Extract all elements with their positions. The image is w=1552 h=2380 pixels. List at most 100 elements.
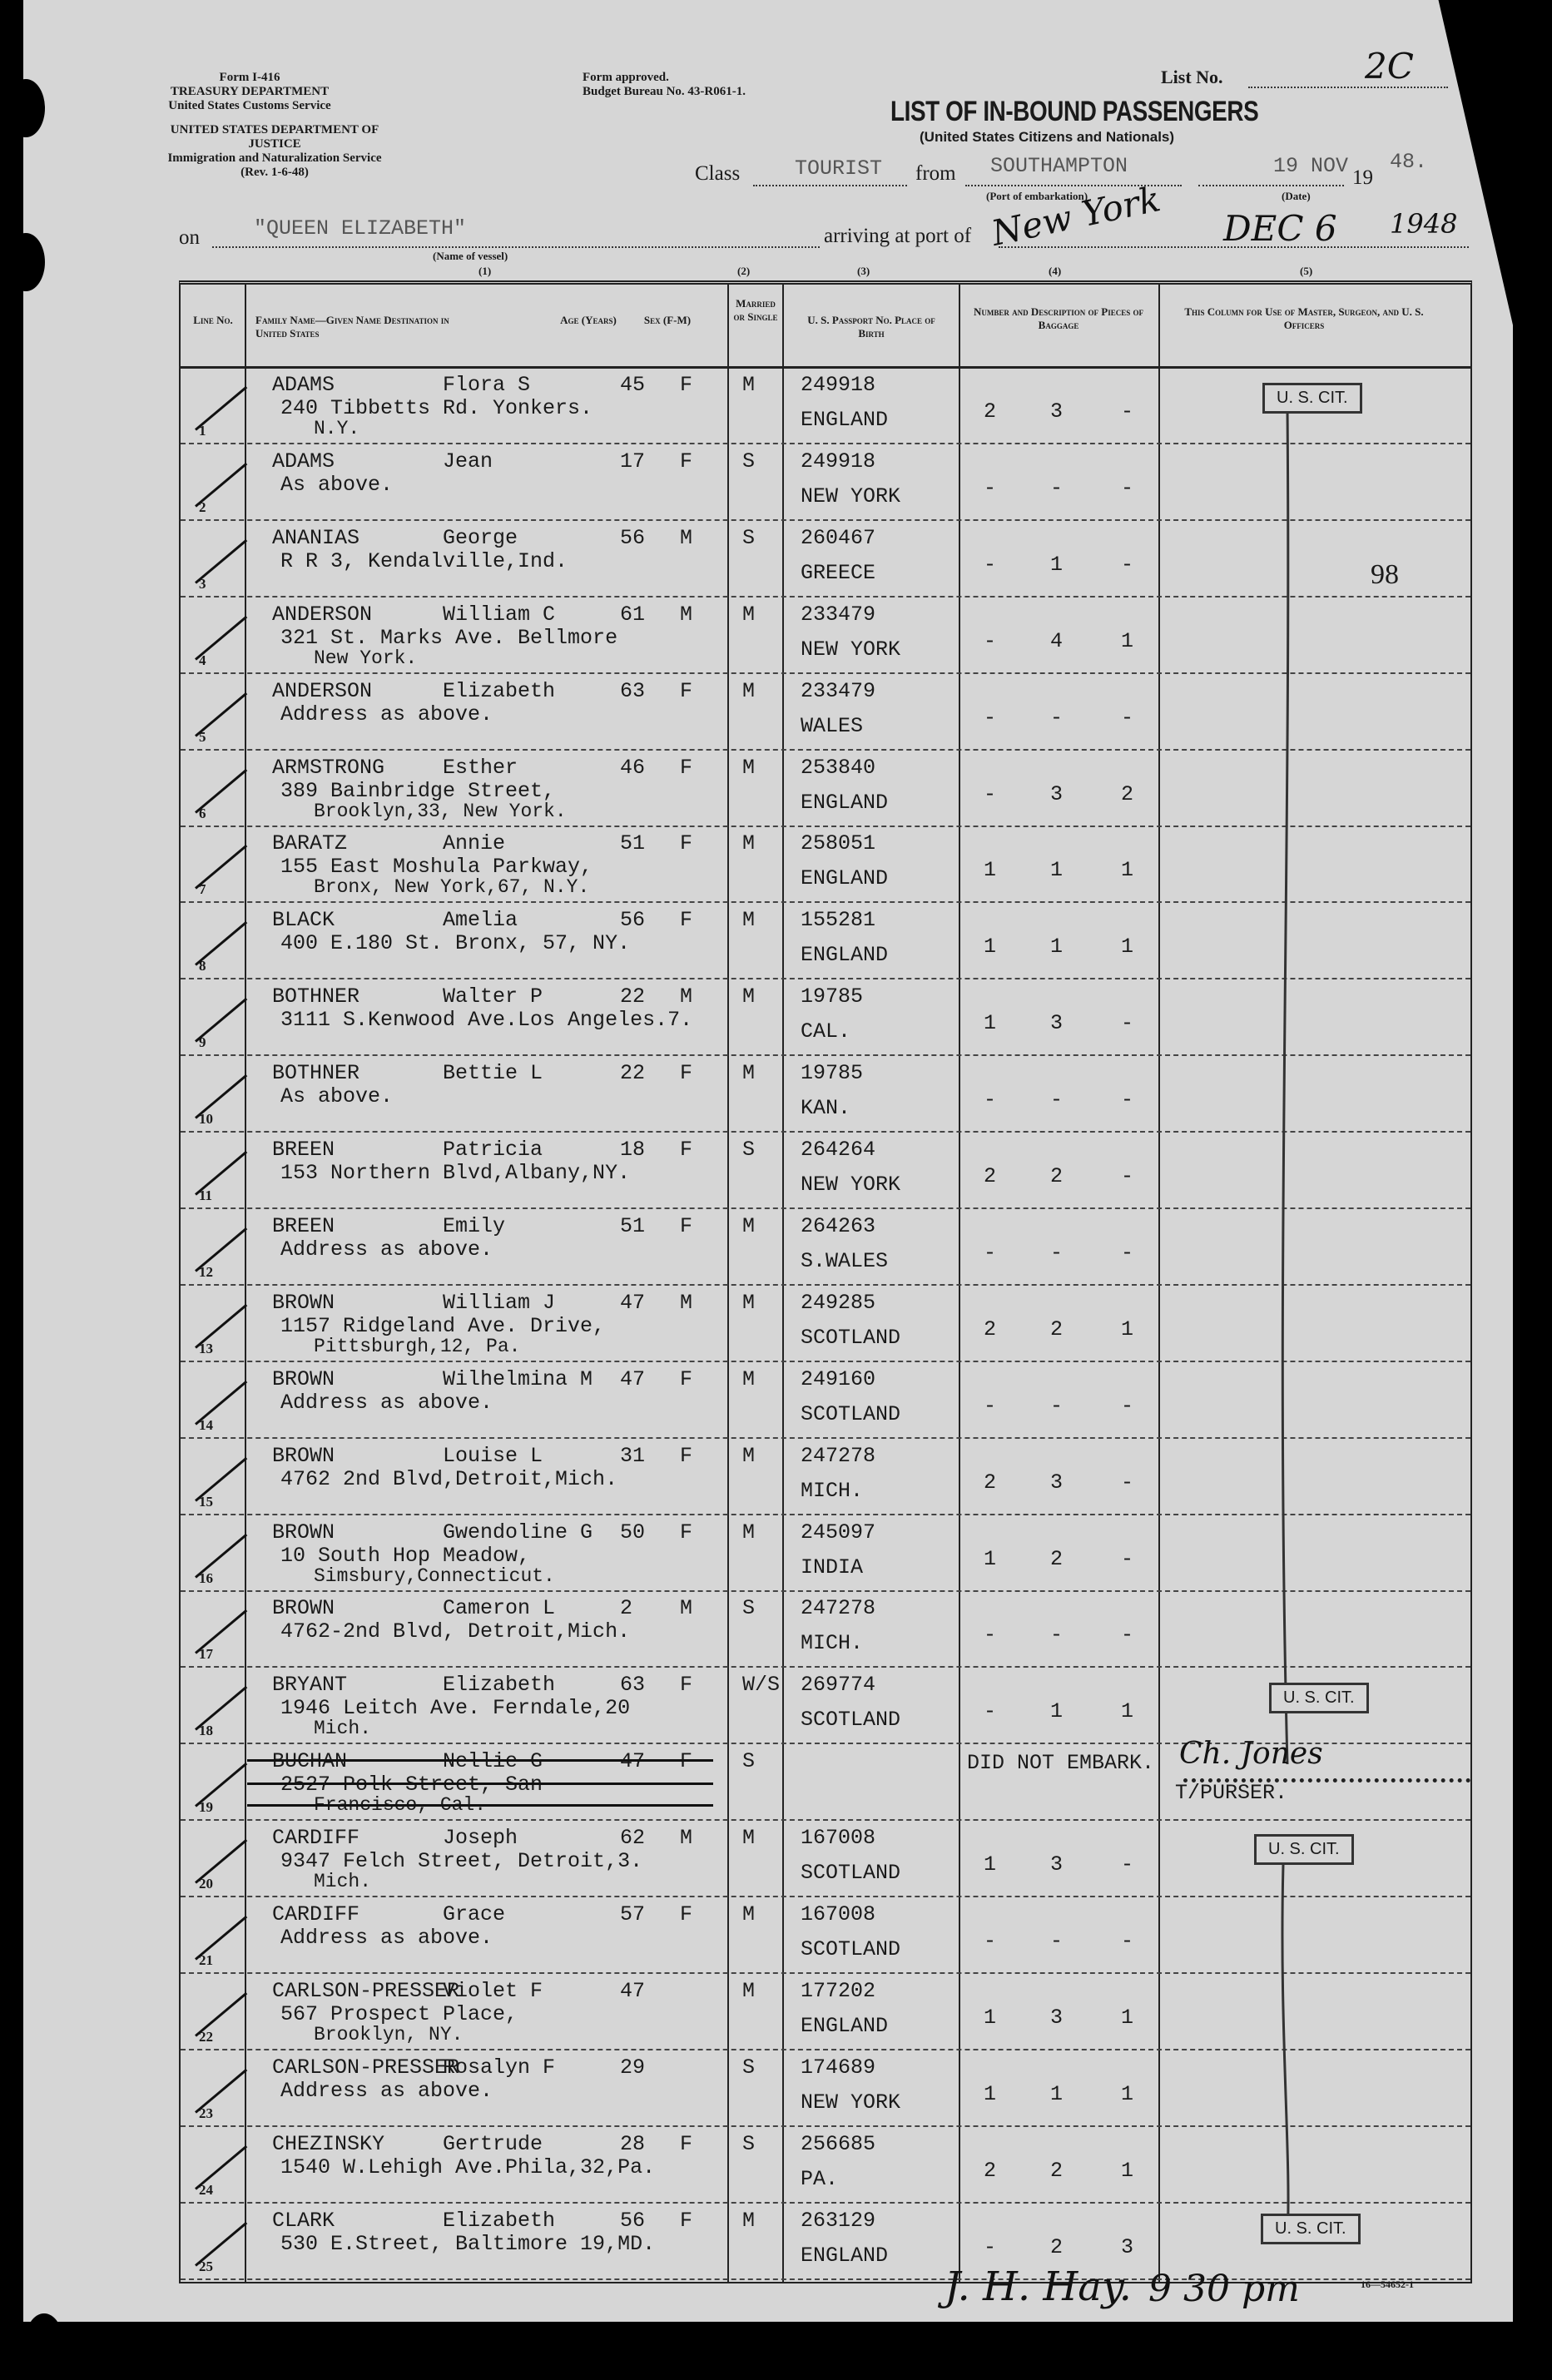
given-name: Annie bbox=[443, 831, 506, 856]
line-number: 3 bbox=[199, 575, 206, 592]
destination-address: As above. bbox=[280, 472, 394, 497]
line-number: 12 bbox=[199, 1263, 213, 1280]
age: 22 bbox=[620, 1061, 646, 1086]
baggage-count: - bbox=[1121, 1240, 1134, 1265]
column-divider bbox=[727, 285, 729, 2282]
given-name: Violet F bbox=[443, 1978, 543, 2003]
sex: M bbox=[680, 1290, 693, 1315]
table-row: 15 BROWN Louise L 31 F M 247278 MICH. 4762 2nd B… bbox=[181, 1437, 1470, 1515]
marital-status: M bbox=[742, 984, 756, 1009]
passport-number: 264264 bbox=[801, 1138, 876, 1162]
table-row: 8 BLACK Amelia 56 F M 155281 ENGLAND 400 E.180 S… bbox=[181, 901, 1470, 980]
age: 47 bbox=[620, 1978, 646, 2003]
place-of-birth: SCOTLAND bbox=[801, 1401, 901, 1426]
given-name: William J bbox=[443, 1290, 556, 1315]
place-of-birth: ENGLAND bbox=[801, 408, 889, 432]
family-name: CARDIFF bbox=[272, 1902, 360, 1926]
vessel-line bbox=[212, 246, 820, 248]
marital-status: M bbox=[742, 1902, 756, 1926]
destination-address-line2: Brooklyn,33, New York. bbox=[314, 800, 567, 822]
line-number: 16 bbox=[199, 1569, 213, 1586]
table-row: 5 ANDERSON Elizabeth 63 F M 233479 WALES Address… bbox=[181, 672, 1470, 751]
sex: M bbox=[680, 1826, 693, 1851]
table-row: 6 ARMSTRONG Esther 46 F M 253840 ENGLAND 389 Bai… bbox=[181, 749, 1470, 827]
signature-line bbox=[1183, 1778, 1470, 1783]
passport-number: 167008 bbox=[801, 1902, 876, 1926]
place-of-birth: ENGLAND bbox=[801, 943, 889, 968]
given-name: Cameron L bbox=[443, 1596, 556, 1621]
destination-address: 1157 Ridgeland Ave. Drive, bbox=[280, 1313, 606, 1338]
approval-block: Form approved. Budget Bureau No. 43-R061… bbox=[583, 71, 746, 99]
baggage-count: 1 bbox=[984, 2081, 997, 2106]
destination-address-line2: Simsbury,Connecticut. bbox=[314, 1564, 555, 1587]
destination-address: 389 Bainbridge Street, bbox=[280, 778, 556, 803]
baggage-count: - bbox=[984, 1088, 997, 1113]
family-name: BARATZ bbox=[272, 831, 348, 856]
family-name: BROWN bbox=[272, 1596, 335, 1621]
place-of-birth: ENGLAND bbox=[801, 866, 889, 891]
baggage-count: - bbox=[1121, 1393, 1134, 1418]
destination-address: 1540 W.Lehigh Ave.Phila,32,Pa. bbox=[280, 2154, 656, 2179]
baggage-count: 1 bbox=[1121, 2005, 1134, 2030]
table-row: 2 ADAMS Jean 17 F S 249918 NEW YORK As above. - - - bbox=[181, 443, 1470, 521]
destination-address: 4762-2nd Blvd, Detroit,Mich. bbox=[280, 1619, 631, 1644]
passport-number: 263129 bbox=[801, 2208, 876, 2233]
on-label: on bbox=[179, 226, 200, 249]
passenger-table: Line No. Family Name—Given Name Destinat… bbox=[179, 280, 1472, 2283]
table-row: 13 BROWN William J 47 M M 249285 SCOTLAND 1157 R… bbox=[181, 1284, 1470, 1362]
destination-address: 567 Prospect Place, bbox=[280, 2001, 518, 2026]
check-mark bbox=[195, 1915, 248, 1961]
check-mark bbox=[195, 1686, 248, 1731]
us-citizen-stamp: U. S. CIT. bbox=[1269, 1683, 1369, 1713]
from-line bbox=[965, 185, 1182, 186]
baggage-count: - bbox=[984, 1929, 997, 1953]
check-mark bbox=[195, 615, 248, 661]
arrival-date: DEC 6 bbox=[1223, 208, 1337, 249]
passport-number: 258051 bbox=[801, 831, 876, 856]
justice-block: UNITED STATES DEPARTMENT OF JUSTICE Immi… bbox=[158, 123, 391, 180]
sex: F bbox=[680, 2131, 693, 2156]
marital-status: S bbox=[742, 1749, 756, 1774]
place-of-birth: ENGLAND bbox=[801, 2013, 889, 2038]
destination-address: 4762 2nd Blvd,Detroit,Mich. bbox=[280, 1466, 618, 1491]
baggage-count: - bbox=[1121, 1164, 1134, 1188]
sex: F bbox=[680, 449, 693, 474]
destination-address: As above. bbox=[280, 1084, 394, 1109]
sex: M bbox=[680, 1596, 693, 1621]
marital-status: M bbox=[742, 1061, 756, 1086]
baggage-count: 3 bbox=[1050, 399, 1064, 424]
table-row: 20 CARDIFF Joseph 62 M M 167008 SCOTLAND 9347 Fe… bbox=[181, 1819, 1470, 1898]
given-name: Gwendoline G bbox=[443, 1520, 593, 1545]
baggage-count: 1 bbox=[984, 2005, 997, 2030]
baggage-count: 1 bbox=[984, 1011, 997, 1036]
baggage-count: - bbox=[984, 1623, 997, 1648]
line-number: 21 bbox=[199, 1952, 213, 1968]
age: 2 bbox=[620, 1596, 633, 1621]
family-name: BOTHNER bbox=[272, 1061, 360, 1086]
family-name: BROWN bbox=[272, 1290, 335, 1315]
passport-number: 167008 bbox=[801, 1826, 876, 1851]
baggage-count: 2 bbox=[984, 1470, 997, 1495]
family-name: ADAMS bbox=[272, 373, 335, 397]
destination-address: 240 Tibbetts Rd. Yonkers. bbox=[280, 396, 593, 420]
family-name: ANDERSON bbox=[272, 678, 373, 703]
destination-address: Address as above. bbox=[280, 2078, 493, 2103]
given-name: Gertrude bbox=[443, 2131, 543, 2156]
place-of-birth: CAL. bbox=[801, 1019, 851, 1044]
baggage-count: - bbox=[1121, 705, 1134, 730]
family-name: BROWN bbox=[272, 1520, 335, 1545]
destination-address: 10 South Hop Meadow, bbox=[280, 1543, 531, 1568]
line-number: 20 bbox=[199, 1876, 213, 1892]
line-number: 24 bbox=[199, 2181, 213, 2198]
check-mark bbox=[195, 998, 248, 1043]
passport-number: 264263 bbox=[801, 1213, 876, 1238]
column-number: (1) bbox=[478, 265, 492, 277]
baggage-count: - bbox=[1121, 1470, 1134, 1495]
check-mark bbox=[195, 385, 248, 431]
baggage-count: - bbox=[1121, 1546, 1134, 1571]
family-name: CHEZINSKY bbox=[272, 2131, 385, 2156]
check-mark bbox=[195, 1763, 248, 1807]
place-of-birth: SCOTLAND bbox=[801, 1325, 901, 1350]
purser-label: T/PURSER. bbox=[1175, 1781, 1288, 1805]
column-number: (4) bbox=[1049, 265, 1062, 277]
